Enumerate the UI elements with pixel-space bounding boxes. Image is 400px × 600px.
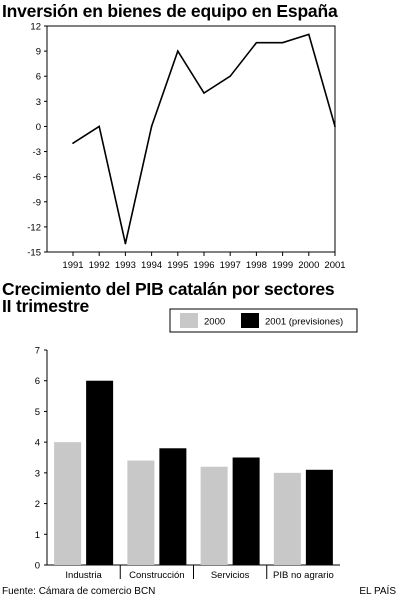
x-tick-label: 1996 xyxy=(193,260,214,271)
legend-swatch xyxy=(180,313,198,328)
x-tick-label: 1999 xyxy=(272,260,293,271)
legend: 2000 2001 (previsiones) xyxy=(169,308,358,333)
x-tick-label: 1991 xyxy=(62,260,83,271)
data-point xyxy=(203,92,205,94)
x-tick-label: 1997 xyxy=(220,260,241,271)
bar xyxy=(273,472,301,565)
bar xyxy=(200,466,228,565)
y-tick-label: -3 xyxy=(33,147,41,158)
data-point xyxy=(229,75,231,78)
data-point xyxy=(334,125,336,128)
y-tick-label: 1 xyxy=(35,530,40,541)
y-tick-label: 5 xyxy=(35,407,40,418)
y-tick-label: 7 xyxy=(35,346,40,357)
x-tick-label: 1998 xyxy=(246,260,267,271)
data-point xyxy=(308,33,310,36)
bar xyxy=(86,380,114,565)
bar xyxy=(54,442,82,565)
x-tick-label: Industria xyxy=(65,570,102,581)
data-point xyxy=(124,242,127,245)
x-tick-label: Construcción xyxy=(129,570,184,581)
y-tick-label: 0 xyxy=(36,122,41,133)
bar xyxy=(159,448,187,565)
legend-swatch xyxy=(241,313,259,328)
legend-label: 2000 xyxy=(204,317,225,328)
y-tick-label: 9 xyxy=(36,47,41,58)
bar-chart-subtitle: II trimestre xyxy=(2,296,90,316)
y-tick-label: 3 xyxy=(35,468,40,479)
x-tick-label: 1994 xyxy=(141,260,162,271)
bar xyxy=(305,469,333,565)
source-note: Fuente: Cámara de comercio BCN xyxy=(2,586,156,597)
bar-chart-title: Crecimiento del PIB catalán por sectores xyxy=(2,279,335,299)
plot-frame xyxy=(46,25,336,253)
y-tick-label: 6 xyxy=(36,72,41,83)
y-tick-label: -12 xyxy=(27,222,41,233)
bar xyxy=(232,457,260,565)
x-tick-label: PIB no agrario xyxy=(273,570,334,581)
data-point xyxy=(177,50,179,52)
y-tick-label: 0 xyxy=(35,561,40,572)
y-tick-label: 3 xyxy=(36,97,41,108)
x-tick-label: 2001 xyxy=(324,260,345,271)
y-tick-label: -9 xyxy=(33,197,41,208)
data-point xyxy=(150,125,153,128)
y-tick-label: 6 xyxy=(35,376,40,387)
legend-label: 2001 (previsiones) xyxy=(265,317,343,328)
x-tick-label: 2000 xyxy=(298,260,319,271)
data-point xyxy=(281,41,284,44)
y-tick-label: 12 xyxy=(30,22,41,33)
data-point xyxy=(72,142,74,144)
data-point xyxy=(98,125,100,128)
y-tick-label: 2 xyxy=(35,499,40,510)
bar xyxy=(127,460,155,565)
x-tick-label: Servicios xyxy=(211,570,250,581)
x-tick-label: 1992 xyxy=(89,260,110,271)
x-tick-label: 1993 xyxy=(115,260,136,271)
y-tick-label: -6 xyxy=(33,172,41,183)
x-tick-label: 1995 xyxy=(167,260,188,271)
publisher-credit: EL PAÍS xyxy=(359,586,396,597)
data-point xyxy=(255,41,258,44)
y-tick-label: -15 xyxy=(27,248,41,259)
y-tick-label: 4 xyxy=(35,438,40,449)
line-chart-title: Inversión en bienes de equipo en España xyxy=(2,1,338,21)
legend-box xyxy=(169,308,358,333)
line-chart: 12 9 6 3 0 -3 -6 -9 -12 -15 1991 1992 1993 1994 1995 19… xyxy=(27,22,345,272)
